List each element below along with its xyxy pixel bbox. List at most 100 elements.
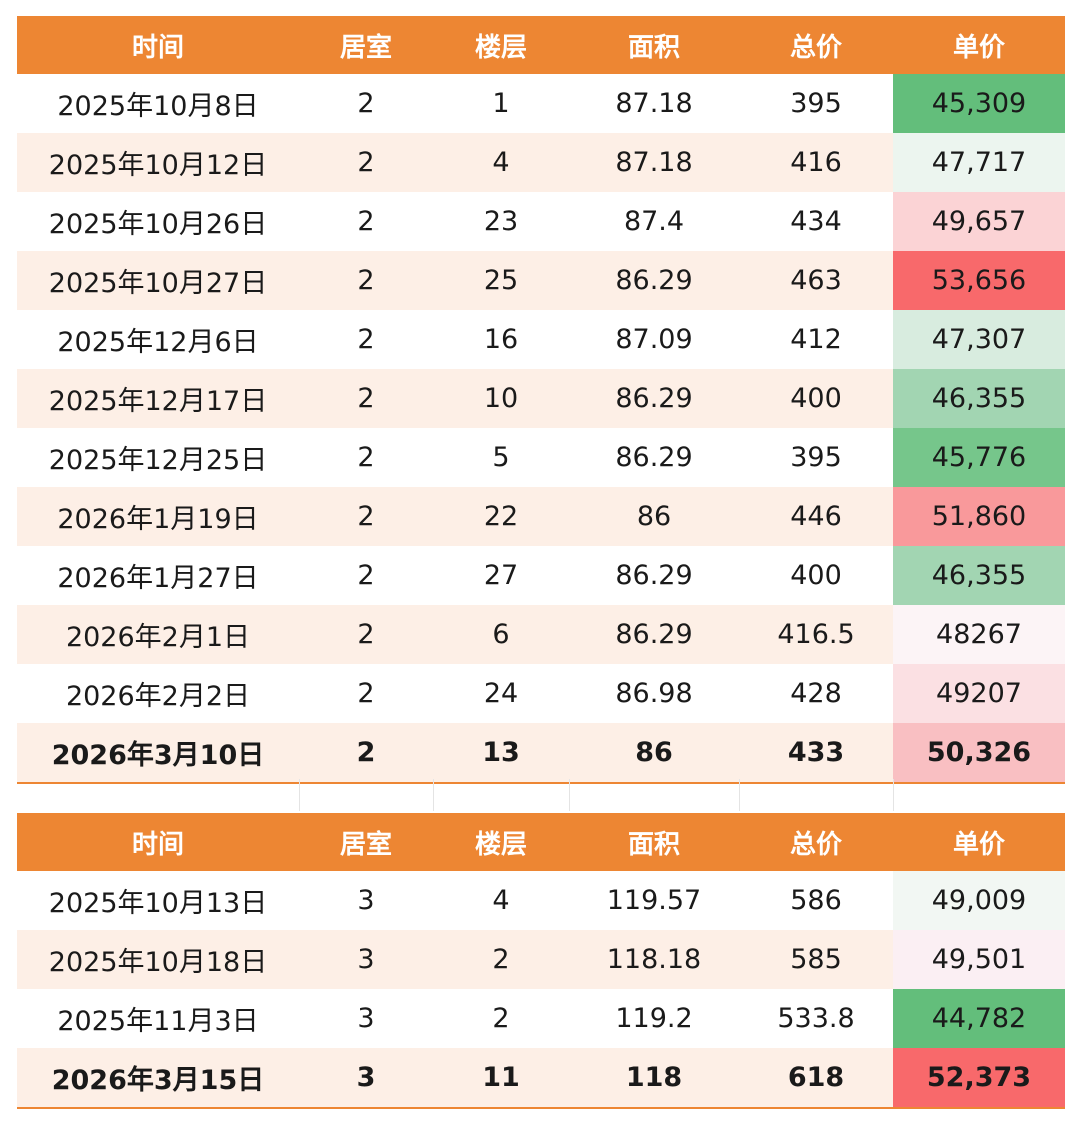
cell-floor[interactable]: 27 [483, 560, 519, 591]
cell-area[interactable]: 86.98 [615, 678, 693, 709]
empty-cell[interactable] [569, 779, 739, 811]
cell-floor[interactable]: 5 [492, 442, 510, 473]
cell-unit-price[interactable]: 46,355 [893, 546, 1065, 605]
column-header-total-price[interactable]: 总价 [789, 32, 842, 63]
column-header-unit-price[interactable]: 单价 [952, 829, 1005, 860]
cell-unit-price[interactable]: 49,009 [893, 871, 1065, 930]
cell-total-price[interactable]: 463 [790, 265, 842, 296]
cell-floor[interactable]: 22 [483, 501, 519, 532]
cell-floor[interactable]: 10 [483, 383, 519, 414]
cell-floor[interactable]: 23 [483, 206, 519, 237]
cell-rooms[interactable]: 2 [357, 619, 375, 650]
column-header-floor[interactable]: 楼层 [474, 829, 527, 860]
cell-rooms[interactable]: 2 [357, 383, 375, 414]
cell-unit-price[interactable]: 48267 [893, 605, 1065, 664]
cell-rooms[interactable]: 2 [357, 147, 375, 178]
cell-time[interactable]: 2025年12月17日 [48, 386, 268, 417]
cell-area[interactable]: 119.2 [615, 1003, 693, 1034]
cell-unit-price[interactable]: 50,326 [893, 723, 1065, 782]
cell-area[interactable]: 87.18 [615, 88, 693, 119]
cell-floor[interactable]: 6 [492, 619, 510, 650]
cell-total-price[interactable]: 412 [790, 324, 842, 355]
cell-rooms[interactable]: 2 [357, 206, 375, 237]
cell-unit-price[interactable]: 46,355 [893, 369, 1065, 428]
cell-rooms[interactable]: 2 [357, 501, 375, 532]
cell-area[interactable]: 86.29 [615, 560, 693, 591]
cell-unit-price[interactable]: 53,656 [893, 251, 1065, 310]
cell-rooms[interactable]: 2 [357, 88, 375, 119]
cell-area[interactable]: 86.29 [615, 619, 693, 650]
column-header-time[interactable]: 时间 [131, 829, 184, 860]
cell-rooms[interactable]: 2 [356, 737, 376, 768]
cell-time[interactable]: 2025年10月26日 [48, 209, 268, 240]
cell-unit-price[interactable]: 45,776 [893, 428, 1065, 487]
cell-floor[interactable]: 1 [492, 88, 510, 119]
cell-total-price[interactable]: 395 [790, 88, 842, 119]
cell-time[interactable]: 2026年2月1日 [65, 622, 251, 653]
cell-total-price[interactable]: 395 [790, 442, 842, 473]
cell-time[interactable]: 2025年10月27日 [48, 268, 268, 299]
cell-unit-price[interactable]: 51,860 [893, 487, 1065, 546]
cell-total-price[interactable]: 433 [787, 737, 845, 768]
cell-unit-price[interactable]: 45,309 [893, 74, 1065, 133]
cell-rooms[interactable]: 2 [357, 265, 375, 296]
empty-cell[interactable] [17, 779, 299, 811]
cell-floor[interactable]: 2 [492, 944, 510, 975]
cell-total-price[interactable]: 533.8 [777, 1003, 855, 1034]
cell-rooms[interactable]: 2 [357, 678, 375, 709]
cell-rooms[interactable]: 3 [357, 1003, 375, 1034]
cell-total-price[interactable]: 585 [790, 944, 842, 975]
cell-floor[interactable]: 11 [482, 1062, 520, 1093]
cell-area[interactable]: 87.09 [615, 324, 693, 355]
column-header-unit-price[interactable]: 单价 [952, 32, 1005, 63]
cell-time[interactable]: 2026年3月10日 [51, 740, 265, 771]
empty-cell[interactable] [299, 779, 433, 811]
cell-total-price[interactable]: 428 [790, 678, 842, 709]
cell-total-price[interactable]: 446 [790, 501, 842, 532]
cell-rooms[interactable]: 2 [357, 324, 375, 355]
column-header-total-price[interactable]: 总价 [789, 829, 842, 860]
column-header-rooms[interactable]: 居室 [339, 32, 392, 63]
cell-area[interactable]: 119.57 [606, 885, 702, 916]
cell-area[interactable]: 86.29 [615, 383, 693, 414]
cell-total-price[interactable]: 434 [790, 206, 842, 237]
cell-rooms[interactable]: 3 [357, 885, 375, 916]
cell-time[interactable]: 2025年11月3日 [57, 1006, 259, 1037]
cell-floor[interactable]: 13 [482, 737, 520, 768]
cell-floor[interactable]: 25 [483, 265, 519, 296]
cell-total-price[interactable]: 416 [790, 147, 842, 178]
cell-rooms[interactable]: 3 [357, 944, 375, 975]
cell-area[interactable]: 87.18 [615, 147, 693, 178]
cell-area[interactable]: 118.18 [606, 944, 702, 975]
column-header-rooms[interactable]: 居室 [339, 829, 392, 860]
cell-floor[interactable]: 24 [483, 678, 519, 709]
cell-time[interactable]: 2025年12月25日 [48, 445, 268, 476]
cell-time[interactable]: 2026年1月19日 [57, 504, 259, 535]
cell-area[interactable]: 86 [635, 737, 673, 768]
cell-time[interactable]: 2026年3月15日 [51, 1065, 265, 1096]
column-header-area[interactable]: 面积 [627, 829, 680, 860]
cell-area[interactable]: 86.29 [615, 442, 693, 473]
cell-floor[interactable]: 2 [492, 1003, 510, 1034]
cell-time[interactable]: 2025年10月12日 [48, 150, 268, 181]
cell-area[interactable]: 86.29 [615, 265, 693, 296]
cell-time[interactable]: 2026年2月2日 [65, 681, 251, 712]
cell-total-price[interactable]: 618 [787, 1062, 845, 1093]
empty-cell[interactable] [739, 779, 893, 811]
cell-unit-price[interactable]: 49207 [893, 664, 1065, 723]
cell-unit-price[interactable]: 47,717 [893, 133, 1065, 192]
empty-cell[interactable] [433, 779, 569, 811]
cell-rooms[interactable]: 2 [357, 442, 375, 473]
cell-time[interactable]: 2025年10月8日 [57, 91, 259, 122]
empty-cell[interactable] [893, 779, 1065, 811]
cell-rooms[interactable]: 2 [357, 560, 375, 591]
cell-floor[interactable]: 16 [483, 324, 519, 355]
cell-floor[interactable]: 4 [492, 147, 510, 178]
cell-total-price[interactable]: 400 [790, 560, 842, 591]
cell-area[interactable]: 87.4 [623, 206, 685, 237]
cell-unit-price[interactable]: 49,657 [893, 192, 1065, 251]
cell-total-price[interactable]: 416.5 [777, 619, 855, 650]
cell-time[interactable]: 2025年12月6日 [57, 327, 259, 358]
cell-rooms[interactable]: 3 [356, 1062, 376, 1093]
column-header-area[interactable]: 面积 [627, 32, 680, 63]
